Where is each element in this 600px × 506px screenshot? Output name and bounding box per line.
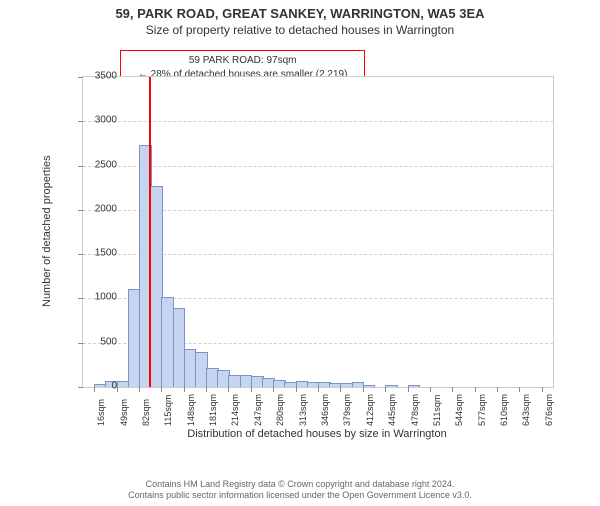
xtick-mark xyxy=(452,387,453,392)
footer-attribution: Contains HM Land Registry data © Crown c… xyxy=(0,479,600,502)
xtick-label: 445sqm xyxy=(387,394,397,426)
footer-line1: Contains HM Land Registry data © Crown c… xyxy=(0,479,600,491)
ytick-label: 1000 xyxy=(83,292,117,303)
xtick-mark xyxy=(273,387,274,392)
xtick-label: 82sqm xyxy=(141,399,151,426)
xtick-label: 247sqm xyxy=(253,394,263,426)
xtick-mark xyxy=(296,387,297,392)
chart-title-sub: Size of property relative to detached ho… xyxy=(0,23,600,37)
xtick-mark xyxy=(228,387,229,392)
xtick-mark xyxy=(184,387,185,392)
ytick-label: 1500 xyxy=(83,248,117,259)
xtick-label: 412sqm xyxy=(365,394,375,426)
ytick-label: 500 xyxy=(83,336,117,347)
footer-line2: Contains public sector information licen… xyxy=(0,490,600,502)
xtick-label: 379sqm xyxy=(342,394,352,426)
xtick-label: 610sqm xyxy=(499,394,509,426)
xtick-mark xyxy=(408,387,409,392)
xtick-label: 643sqm xyxy=(521,394,531,426)
xtick-mark xyxy=(318,387,319,392)
ytick-label: 3000 xyxy=(83,115,117,126)
xtick-label: 313sqm xyxy=(298,394,308,426)
xtick-label: 49sqm xyxy=(119,399,129,426)
xtick-label: 280sqm xyxy=(275,394,285,426)
xtick-label: 511sqm xyxy=(432,395,442,426)
xtick-label: 115sqm xyxy=(163,395,173,426)
xtick-label: 148sqm xyxy=(186,394,196,426)
xtick-mark xyxy=(475,387,476,392)
ytick-label: 2500 xyxy=(83,159,117,170)
xtick-mark xyxy=(497,387,498,392)
chart-title-main: 59, PARK ROAD, GREAT SANKEY, WARRINGTON,… xyxy=(0,6,600,21)
gridline xyxy=(83,121,553,122)
xtick-mark xyxy=(251,387,252,392)
xtick-label: 577sqm xyxy=(477,394,487,426)
xtick-mark xyxy=(139,387,140,392)
plot-area xyxy=(82,76,554,388)
gridline xyxy=(83,166,553,167)
xtick-label: 181sqm xyxy=(208,394,218,426)
xtick-mark xyxy=(430,387,431,392)
y-axis-label: Number of detached properties xyxy=(41,157,53,307)
xtick-label: 16sqm xyxy=(96,399,106,426)
chart-area: Number of detached properties Distributi… xyxy=(52,66,562,426)
ytick-label: 3500 xyxy=(83,71,117,82)
xtick-mark xyxy=(385,387,386,392)
xtick-mark xyxy=(519,387,520,392)
histogram-bar xyxy=(385,385,398,387)
xtick-mark xyxy=(363,387,364,392)
histogram-bar xyxy=(408,385,421,387)
xtick-label: 346sqm xyxy=(320,394,330,426)
xtick-label: 478sqm xyxy=(410,394,420,426)
xtick-mark xyxy=(161,387,162,392)
xtick-mark xyxy=(542,387,543,392)
histogram-bar xyxy=(363,385,376,387)
xtick-mark xyxy=(206,387,207,392)
ytick-label: 0 xyxy=(83,381,117,392)
reference-line xyxy=(149,77,151,387)
xtick-label: 544sqm xyxy=(454,394,464,426)
xtick-label: 676sqm xyxy=(544,394,554,426)
x-axis-label: Distribution of detached houses by size … xyxy=(82,428,552,440)
xtick-label: 214sqm xyxy=(230,394,240,426)
ytick-label: 2000 xyxy=(83,203,117,214)
xtick-mark xyxy=(340,387,341,392)
